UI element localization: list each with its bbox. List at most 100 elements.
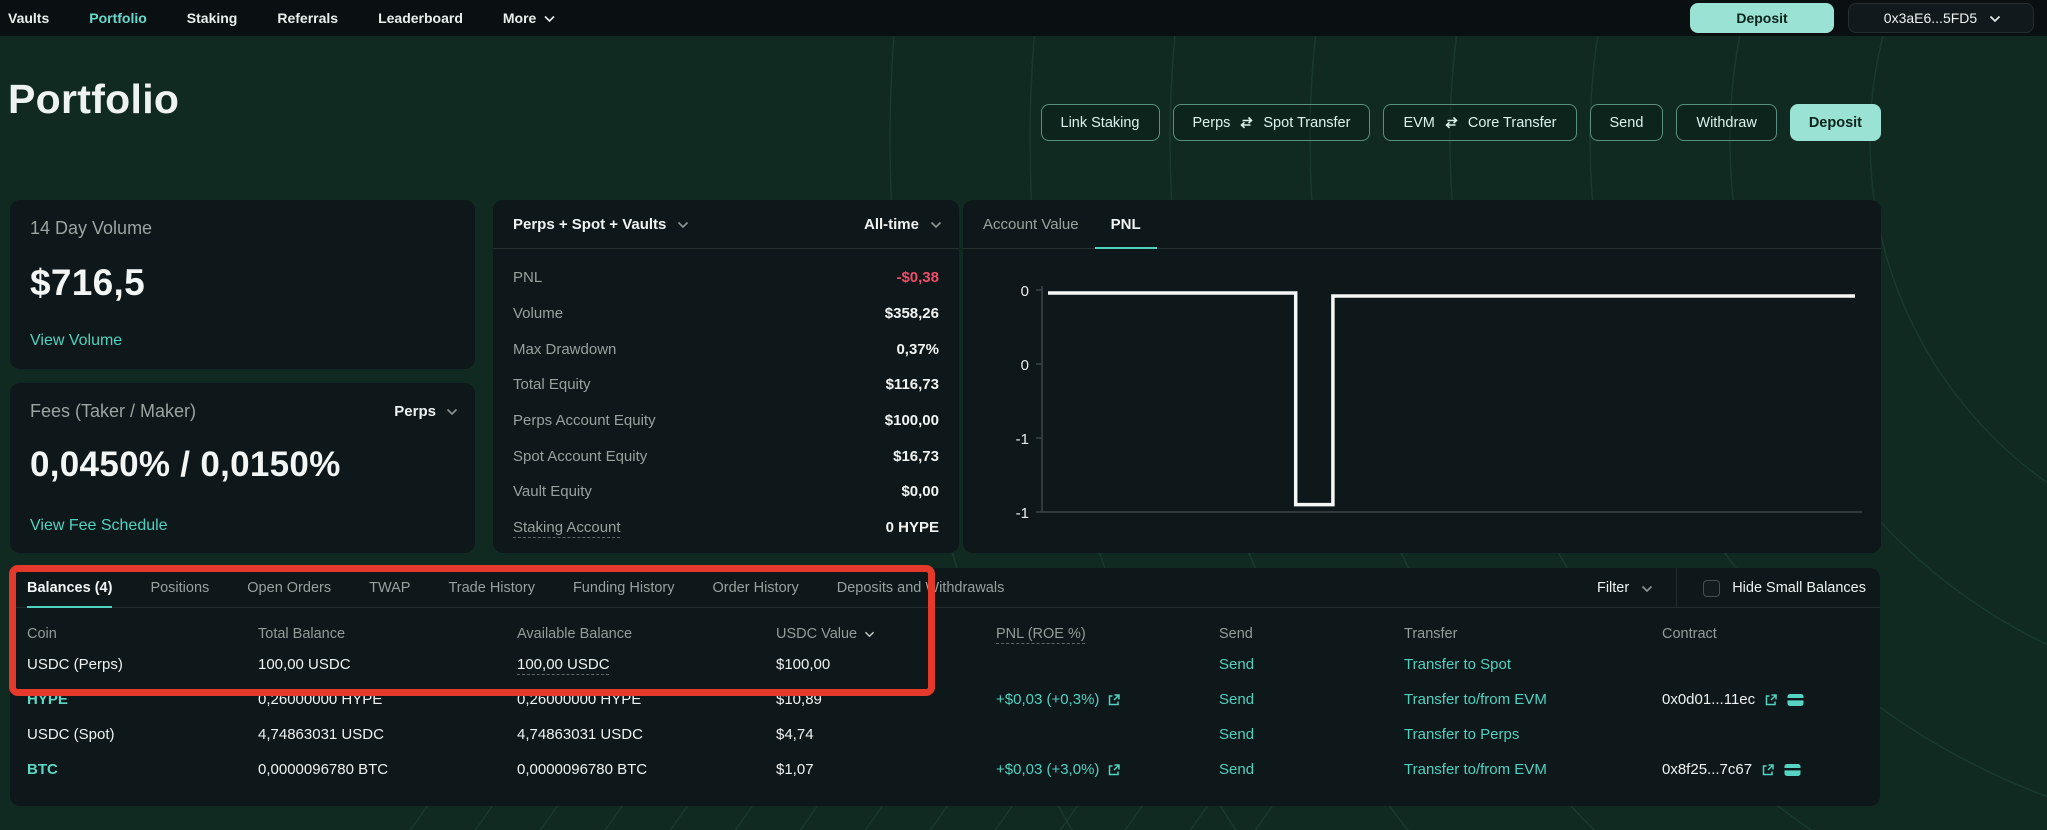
fees-card-title: Fees (Taker / Maker) (30, 401, 455, 422)
fees-market-selector[interactable]: Perps (394, 403, 455, 420)
hide-small-balances-checkbox[interactable] (1703, 580, 1720, 597)
perps-spot-transfer-button[interactable]: Perps Spot Transfer (1173, 104, 1371, 141)
total-balance-cell: 100,00 USDC (258, 656, 517, 673)
wallet-icon[interactable] (1787, 693, 1804, 707)
col-available-balance: Available Balance (517, 626, 776, 642)
y-tick-2: -1 (1016, 431, 1029, 448)
divider (1676, 568, 1677, 608)
nav-vaults[interactable]: Vaults (8, 10, 49, 26)
hide-small-balances-label: Hide Small Balances (1732, 580, 1866, 596)
coin-link[interactable]: BTC (27, 761, 258, 778)
y-tick-3: -1 (1016, 505, 1029, 522)
link-staking-button[interactable]: Link Staking (1041, 104, 1160, 141)
deposit-button[interactable]: Deposit (1790, 104, 1881, 141)
external-link-icon[interactable] (1761, 763, 1775, 777)
usdc-value-cell: $100,00 (776, 656, 996, 673)
table-controls: Filter Hide Small Balances (1597, 568, 1880, 608)
available-balance-cell: 0,0000096780 BTC (517, 761, 776, 778)
contract-address[interactable]: 0x0d01...11ec (1662, 691, 1755, 708)
stat-row-staking-account: Staking Account0 HYPE (513, 510, 939, 546)
tab-trade-history[interactable]: Trade History (448, 568, 534, 607)
view-volume-link[interactable]: View Volume (30, 332, 122, 350)
contract-cell: 0x8f25...7c67 (1662, 761, 1880, 778)
transfer-link[interactable]: Transfer to Spot (1404, 656, 1662, 673)
wallet-icon[interactable] (1784, 763, 1801, 777)
col-contract: Contract (1662, 626, 1880, 642)
tab-account-value[interactable]: Account Value (983, 200, 1095, 248)
send-button[interactable]: Send (1590, 104, 1664, 141)
tab-balances[interactable]: Balances (4) (27, 568, 112, 607)
nav-referrals[interactable]: Referrals (277, 10, 338, 26)
coin-link[interactable]: HYPE (27, 691, 258, 708)
pnl-cell: +$0,03 (+0,3%) (996, 691, 1219, 708)
stat-row-total-equity: Total Equity$116,73 (513, 367, 939, 403)
total-balance-cell: 4,74863031 USDC (258, 726, 517, 743)
top-nav: Vaults Portfolio Staking Referrals Leade… (0, 0, 2047, 36)
coin-label: USDC (Perps) (27, 656, 258, 673)
col-coin: Coin (27, 626, 258, 642)
transfer-link[interactable]: Transfer to Perps (1404, 726, 1662, 743)
send-link[interactable]: Send (1219, 691, 1404, 708)
volume-card-title: 14 Day Volume (30, 218, 455, 239)
stats-range-selector[interactable]: All-time (864, 216, 939, 233)
nav-leaderboard[interactable]: Leaderboard (378, 10, 463, 26)
stat-row-volume: Volume$358,26 (513, 296, 939, 332)
nav-more[interactable]: More (503, 10, 553, 26)
tab-open-orders[interactable]: Open Orders (247, 568, 331, 607)
tab-positions[interactable]: Positions (150, 568, 209, 607)
contract-address[interactable]: 0x8f25...7c67 (1662, 761, 1752, 778)
col-total-balance: Total Balance (258, 626, 517, 642)
col-pnl-roe[interactable]: PNL (ROE %) (996, 626, 1219, 642)
tab-funding-history[interactable]: Funding History (573, 568, 675, 607)
tab-pnl[interactable]: PNL (1095, 200, 1157, 248)
y-tick-0: 0 (1021, 283, 1029, 300)
pnl-line (1048, 293, 1855, 505)
col-send: Send (1219, 626, 1404, 642)
view-fee-schedule-link[interactable]: View Fee Schedule (30, 517, 168, 535)
send-link[interactable]: Send (1219, 726, 1404, 743)
send-link[interactable]: Send (1219, 656, 1404, 673)
tab-twap[interactable]: TWAP (369, 568, 410, 607)
stat-row-max-drawdown: Max Drawdown0,37% (513, 331, 939, 367)
chart-tabs: Account Value PNL (963, 200, 1881, 249)
external-link-icon[interactable] (1107, 693, 1121, 707)
account-stats-panel: Perps + Spot + Vaults All-time PNL-$0,38… (493, 200, 959, 553)
col-usdc-value-sort[interactable]: USDC Value (776, 626, 996, 642)
table-row: USDC (Perps) 100,00 USDC 100,00 USDC $10… (10, 647, 1880, 682)
transfer-link[interactable]: Transfer to/from EVM (1404, 691, 1662, 708)
nav-deposit-button[interactable]: Deposit (1690, 3, 1834, 33)
fees-card-value: 0,0450% / 0,0150% (30, 445, 341, 485)
nav-staking[interactable]: Staking (187, 10, 238, 26)
total-balance-cell: 0,26000000 HYPE (258, 691, 517, 708)
transfer-link[interactable]: Transfer to/from EVM (1404, 761, 1662, 778)
filter-selector[interactable]: Filter (1597, 580, 1650, 596)
withdraw-button[interactable]: Withdraw (1676, 104, 1776, 141)
evm-core-transfer-button[interactable]: EVM Core Transfer (1383, 104, 1576, 141)
swap-arrows-icon (1239, 116, 1254, 129)
stats-scope-selector[interactable]: Perps + Spot + Vaults (513, 216, 686, 233)
usdc-value-cell: $4,74 (776, 726, 996, 743)
available-balance-cell: 4,74863031 USDC (517, 726, 776, 743)
wallet-address: 0x3aE6...5FD5 (1884, 10, 1977, 26)
staking-account-tooltip-label[interactable]: Staking Account (513, 519, 621, 536)
balances-panel: Balances (4) Positions Open Orders TWAP … (10, 568, 1880, 806)
external-link-icon[interactable] (1107, 763, 1121, 777)
external-link-icon[interactable] (1764, 693, 1778, 707)
chevron-down-icon (446, 407, 455, 416)
chevron-down-icon (1641, 584, 1650, 593)
wallet-address-chip[interactable]: 0x3aE6...5FD5 (1848, 3, 2034, 33)
nav-portfolio[interactable]: Portfolio (89, 10, 147, 26)
usdc-value-cell: $1,07 (776, 761, 996, 778)
tab-deposits-withdrawals[interactable]: Deposits and Withdrawals (837, 568, 1005, 607)
volume-card: 14 Day Volume $716,5 View Volume (10, 200, 475, 369)
col-transfer: Transfer (1404, 626, 1662, 642)
send-link[interactable]: Send (1219, 761, 1404, 778)
chevron-down-icon (930, 220, 939, 229)
stat-row-perps-equity: Perps Account Equity$100,00 (513, 403, 939, 439)
table-row: USDC (Spot) 4,74863031 USDC 4,74863031 U… (10, 717, 1880, 752)
stats-header: Perps + Spot + Vaults All-time (493, 200, 959, 249)
pnl-chart-panel: Account Value PNL 0 0 -1 -1 (963, 200, 1881, 553)
table-row: HYPE 0,26000000 HYPE 0,26000000 HYPE $10… (10, 682, 1880, 717)
portfolio-page: Vaults Portfolio Staking Referrals Leade… (0, 0, 2047, 830)
tab-order-history[interactable]: Order History (713, 568, 799, 607)
